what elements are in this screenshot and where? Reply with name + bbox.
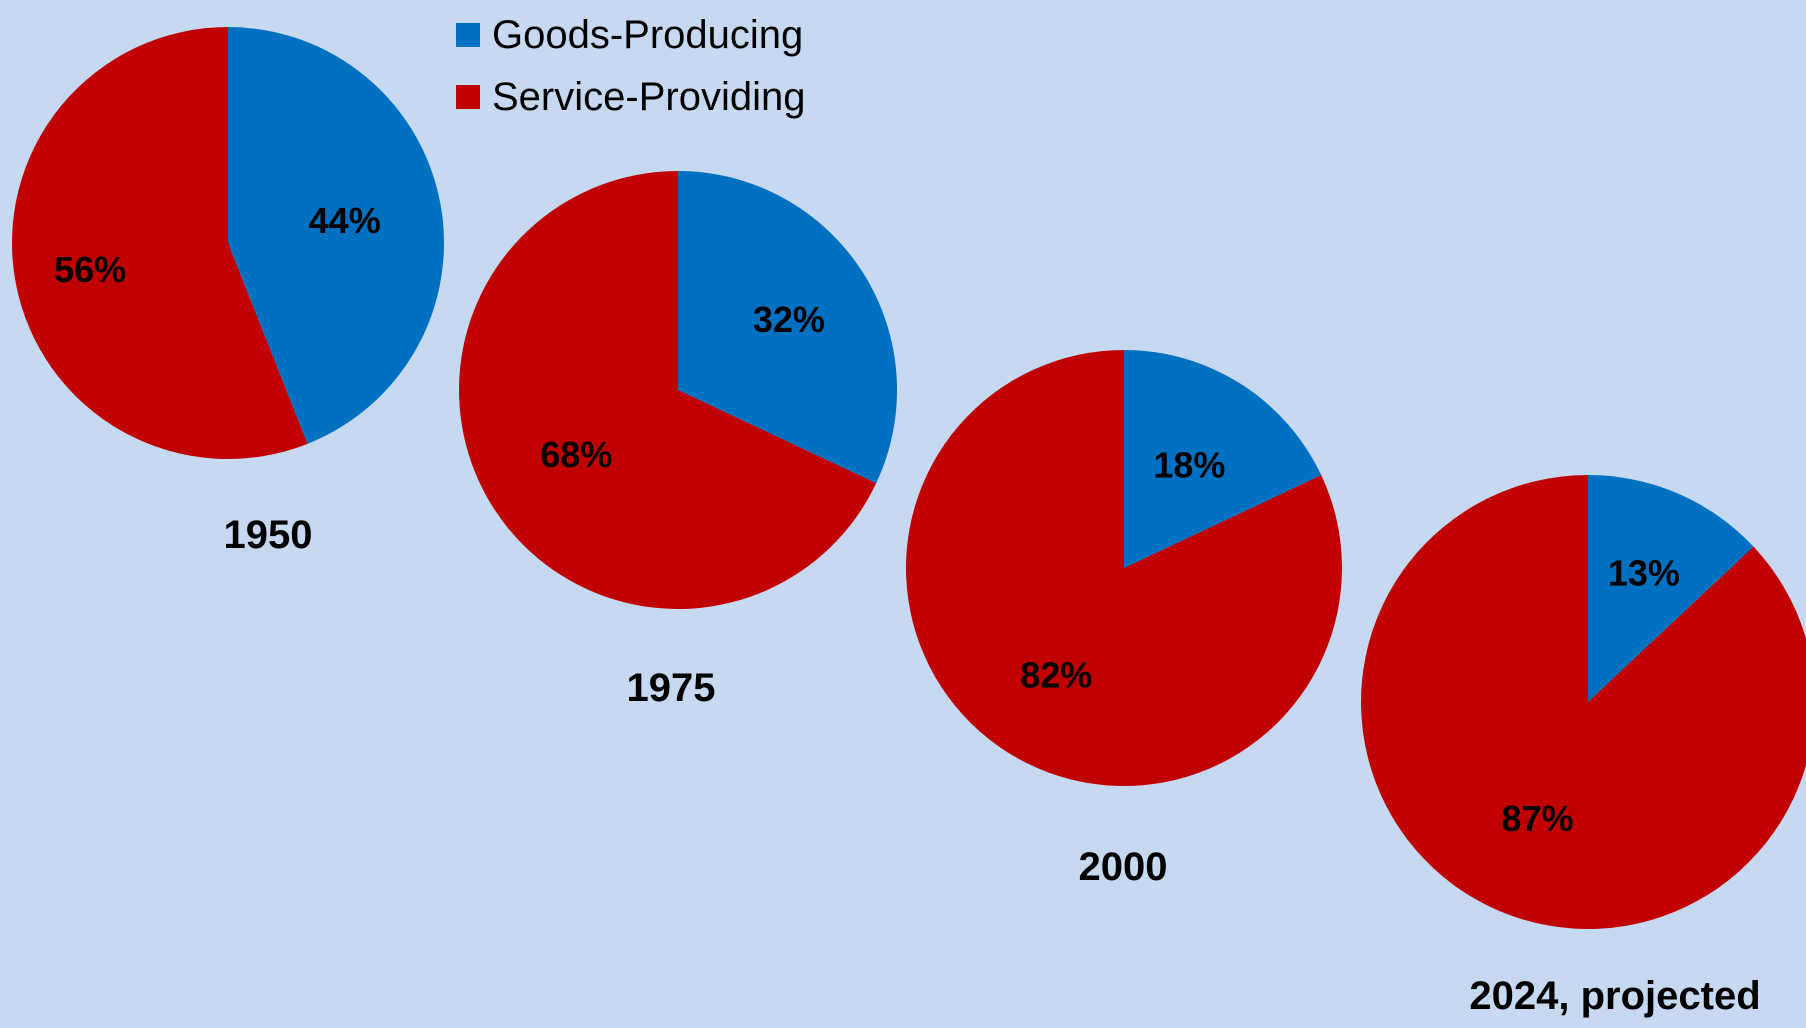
pie-label-2000-service: 82% (1020, 654, 1092, 695)
legend-label-goods-producing: Goods-Producing (492, 12, 804, 57)
chart-legend: Goods-Producing Service-Providing (456, 4, 805, 128)
pie-slice-1950-service (11, 26, 308, 459)
pie-label-2024-service: 87% (1501, 798, 1573, 839)
legend-swatch-goods-producing (456, 23, 480, 47)
pie-title-2000: 2000 (1079, 845, 1168, 889)
pie-slice-1950-goods (228, 27, 444, 444)
pie-slice-2000-goods (1124, 350, 1322, 568)
pie-slice-1975-service (459, 171, 877, 609)
legend-label-service-providing: Service-Providing (492, 74, 806, 119)
legend-swatch-service-providing (456, 85, 480, 109)
legend-item-service-providing: Service-Providing (456, 66, 805, 128)
pie-title-1950: 1950 (224, 513, 313, 557)
pie-label-1975-service: 68% (540, 434, 612, 475)
legend-item-goods-producing: Goods-Producing (456, 4, 805, 66)
pie-label-2024-goods: 13% (1608, 552, 1680, 593)
pie-label-1975-goods: 32% (753, 299, 825, 340)
pie-slice-2000-service (905, 350, 1342, 786)
pie-label-1950-service: 56% (54, 249, 126, 290)
pie-slice-1975-goods (678, 171, 898, 484)
pie-slice-2024-service (1361, 475, 1806, 929)
pie-title-2024: 2024, projected (1469, 974, 1760, 1018)
pie-label-1950-goods: 44% (309, 200, 381, 241)
pie-title-1975: 1975 (627, 666, 716, 710)
pie-label-2000-goods: 18% (1153, 444, 1225, 485)
pie-slice-2024-goods (1588, 475, 1754, 702)
